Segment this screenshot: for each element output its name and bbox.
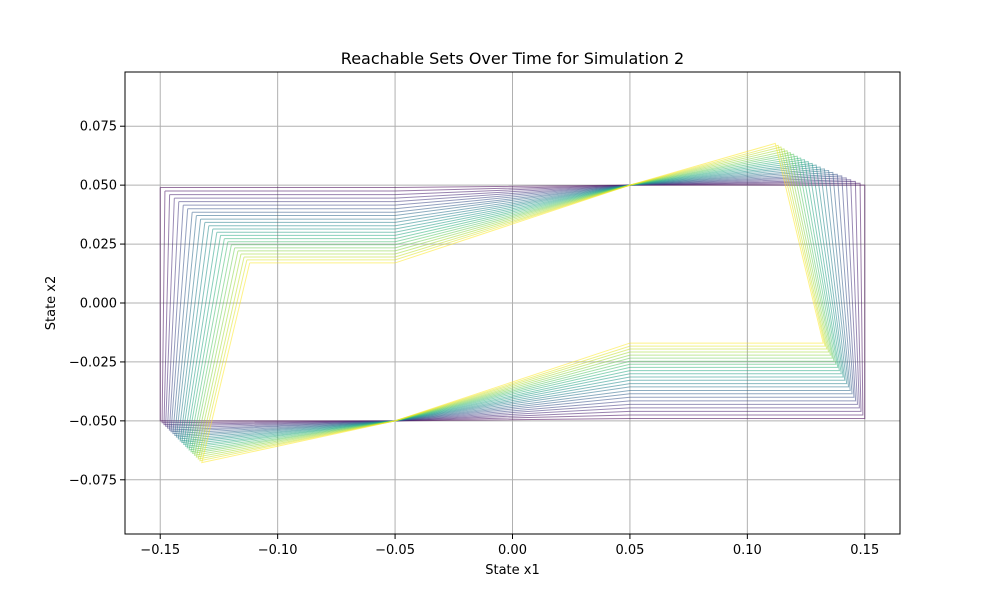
reachable-set-polygon bbox=[166, 177, 859, 429]
reachable-set-polygon bbox=[184, 159, 840, 447]
x-axis-ticks: −0.15 −0.10 −0.05 0.00 0.05 0.10 0.15 bbox=[140, 534, 879, 558]
reachable-set-polygon bbox=[174, 169, 851, 437]
reachable-set-polygon bbox=[183, 161, 842, 445]
reachable-set-polygon bbox=[177, 166, 848, 440]
reachable-set-polygon bbox=[172, 171, 853, 435]
y-tick-label: −0.050 bbox=[69, 414, 117, 429]
x-tick-label: 0.00 bbox=[498, 543, 527, 558]
x-tick-label: −0.10 bbox=[258, 543, 298, 558]
reachable-set-polygon bbox=[193, 150, 832, 456]
reachable-set-polygon bbox=[199, 144, 826, 462]
reachable-set-polygon bbox=[179, 164, 846, 442]
reachable-set-polygon bbox=[186, 157, 839, 449]
reachable-set-polygon bbox=[195, 148, 830, 458]
reachable-set-polygon bbox=[197, 146, 828, 460]
chart-title: Reachable Sets Over Time for Simulation … bbox=[341, 49, 684, 68]
reachable-set-polygon bbox=[165, 179, 860, 427]
reachable-set-series bbox=[159, 142, 866, 464]
x-tick-label: 0.10 bbox=[733, 543, 762, 558]
y-tick-label: 0.025 bbox=[80, 238, 117, 253]
reachable-set-polygon bbox=[170, 173, 855, 433]
y-tick-label: 0.000 bbox=[80, 297, 117, 312]
y-tick-label: 0.075 bbox=[80, 120, 117, 135]
x-axis-label: State x1 bbox=[485, 563, 540, 578]
reachable-set-polygon bbox=[161, 182, 864, 424]
reachable-set-polygon bbox=[159, 184, 866, 422]
x-tick-label: −0.15 bbox=[140, 543, 180, 558]
y-axis-label: State x2 bbox=[44, 276, 59, 331]
reachable-set-polygon bbox=[175, 168, 850, 438]
y-tick-label: 0.050 bbox=[80, 179, 117, 194]
reachable-set-polygon bbox=[201, 142, 824, 464]
y-tick-label: −0.025 bbox=[69, 355, 117, 370]
reachable-set-polygon bbox=[163, 180, 862, 426]
reachable-set-polygon bbox=[188, 155, 837, 451]
x-tick-label: 0.05 bbox=[615, 543, 644, 558]
y-axis-ticks: −0.075 −0.050 −0.025 0.000 0.025 0.050 0.075 bbox=[69, 120, 125, 488]
x-tick-label: 0.15 bbox=[850, 543, 879, 558]
reachable-set-polygon bbox=[192, 152, 833, 454]
reachable-set-polygon bbox=[190, 153, 835, 453]
reachable-set-polygon bbox=[181, 162, 844, 444]
y-tick-label: −0.075 bbox=[69, 473, 117, 488]
reachable-set-polygon bbox=[168, 175, 857, 431]
x-tick-label: −0.05 bbox=[375, 543, 415, 558]
